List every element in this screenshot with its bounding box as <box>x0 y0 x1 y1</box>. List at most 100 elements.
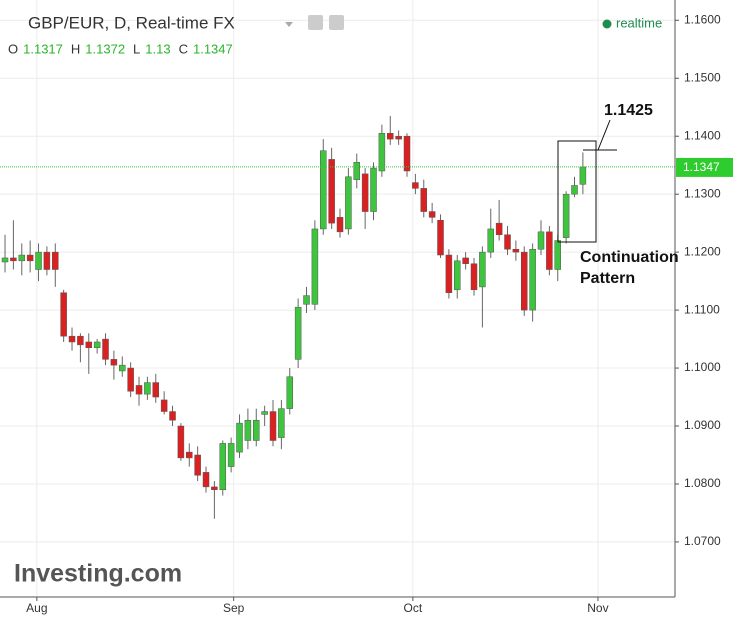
candle-body <box>294 306 302 360</box>
candle-body <box>504 234 511 250</box>
y-tick-label: 1.1500 <box>684 70 721 84</box>
candle-body <box>236 422 243 453</box>
candle-body <box>320 150 327 230</box>
candle-body <box>110 359 118 366</box>
ohlc-key: O <box>8 41 18 56</box>
candle-body <box>35 251 42 270</box>
candle-body <box>169 411 176 421</box>
candle-body <box>135 385 143 395</box>
annotation-price: 1.1425 <box>604 102 653 119</box>
y-tick-label: 1.1300 <box>684 186 721 200</box>
ohlc-value: 1.1347 <box>193 41 233 56</box>
candle-body <box>253 419 260 441</box>
ohlc-key: H <box>71 41 80 56</box>
candle-body <box>537 231 545 250</box>
candle-body <box>52 251 59 270</box>
candle-body <box>579 166 587 185</box>
candle-body <box>495 222 503 235</box>
x-tick-label: Aug <box>26 601 47 615</box>
candle-body <box>512 248 520 253</box>
candle-body <box>144 382 151 395</box>
candle-body <box>546 231 553 270</box>
candle-body <box>43 251 51 270</box>
candle-body <box>1 257 9 263</box>
candle-body <box>412 182 419 189</box>
candle-body <box>278 408 285 438</box>
candle-body <box>378 133 386 172</box>
last-price-box <box>676 157 733 177</box>
y-tick-label: 1.0900 <box>684 418 721 432</box>
candle-body <box>93 341 101 349</box>
eye-icon <box>308 15 323 30</box>
realtime-dot <box>602 19 612 29</box>
y-tick-label: 1.1100 <box>684 302 720 316</box>
candle-body <box>562 193 570 238</box>
y-tick-label: 1.0800 <box>684 476 721 490</box>
candle-body <box>428 211 436 218</box>
candle-body <box>336 217 344 233</box>
ohlc-value: 1.13 <box>145 41 170 56</box>
candle-body <box>227 443 235 467</box>
candle-body <box>487 228 495 253</box>
candle-body <box>77 335 84 346</box>
candle-body <box>395 135 402 140</box>
candle-body <box>370 167 377 212</box>
watermark: Investing.com <box>14 560 182 588</box>
candle-body <box>186 451 193 459</box>
candle-body <box>152 382 160 398</box>
candles <box>0 115 675 519</box>
candle-body <box>462 257 469 264</box>
ohlc-value: 1.1317 <box>23 41 63 56</box>
candle-body <box>454 260 461 291</box>
axes: 1.0700 1.0800 1.0900 1.1000 1.1100 1.1200 1.13… <box>26 12 733 615</box>
settings-icon <box>329 15 344 30</box>
candle-body <box>361 173 369 212</box>
y-tick-label: 1.0700 <box>684 534 721 548</box>
candle-body <box>211 486 218 491</box>
candle-body <box>219 443 227 491</box>
dropdown-icon <box>285 22 293 27</box>
candle-body <box>102 338 109 360</box>
candle-body <box>202 472 210 488</box>
annotation-text: Pattern <box>580 270 635 287</box>
y-tick-label: 1.1400 <box>684 128 721 142</box>
y-tick-label: 1.1200 <box>684 244 721 258</box>
candle-body <box>403 135 411 172</box>
candle-body <box>387 133 394 140</box>
x-tick-label: Oct <box>404 601 423 615</box>
candle-body <box>470 263 478 291</box>
ohlc-value: 1.1372 <box>85 41 125 56</box>
candle-body <box>529 248 536 311</box>
y-tick-label: 1.1000 <box>684 360 721 374</box>
candle-body <box>119 364 126 372</box>
last-price-label: 1.1347 <box>683 160 720 174</box>
chart-title: GBP/EUR, D, Real-time FX <box>28 13 235 32</box>
candle-body <box>10 257 17 262</box>
candle-body <box>26 254 34 262</box>
candle-body <box>328 159 335 224</box>
candle-body <box>420 188 428 212</box>
candle-body <box>311 228 319 305</box>
candle-body <box>160 399 168 412</box>
annotation-text: Continuation <box>580 249 679 266</box>
candle-body <box>177 425 185 459</box>
ohlc-legend: O 1.1317 H 1.1372 L 1.13 C 1.1347 <box>8 41 233 56</box>
x-tick-label: Nov <box>587 601 608 615</box>
candle-body <box>244 419 252 441</box>
candle-body <box>445 254 453 293</box>
candle-body <box>286 376 294 409</box>
candle-body <box>60 292 67 337</box>
realtime-label: realtime <box>616 15 662 30</box>
ohlc-key: L <box>133 41 140 56</box>
annotation-leader <box>583 119 617 151</box>
candle-body <box>521 251 528 311</box>
candle-body <box>554 240 562 270</box>
candle-body <box>18 254 26 262</box>
candle-body <box>303 295 310 305</box>
candle-body <box>571 185 578 195</box>
ohlc-key: C <box>179 41 188 56</box>
candle-body <box>269 411 277 441</box>
candle-body <box>85 341 93 349</box>
